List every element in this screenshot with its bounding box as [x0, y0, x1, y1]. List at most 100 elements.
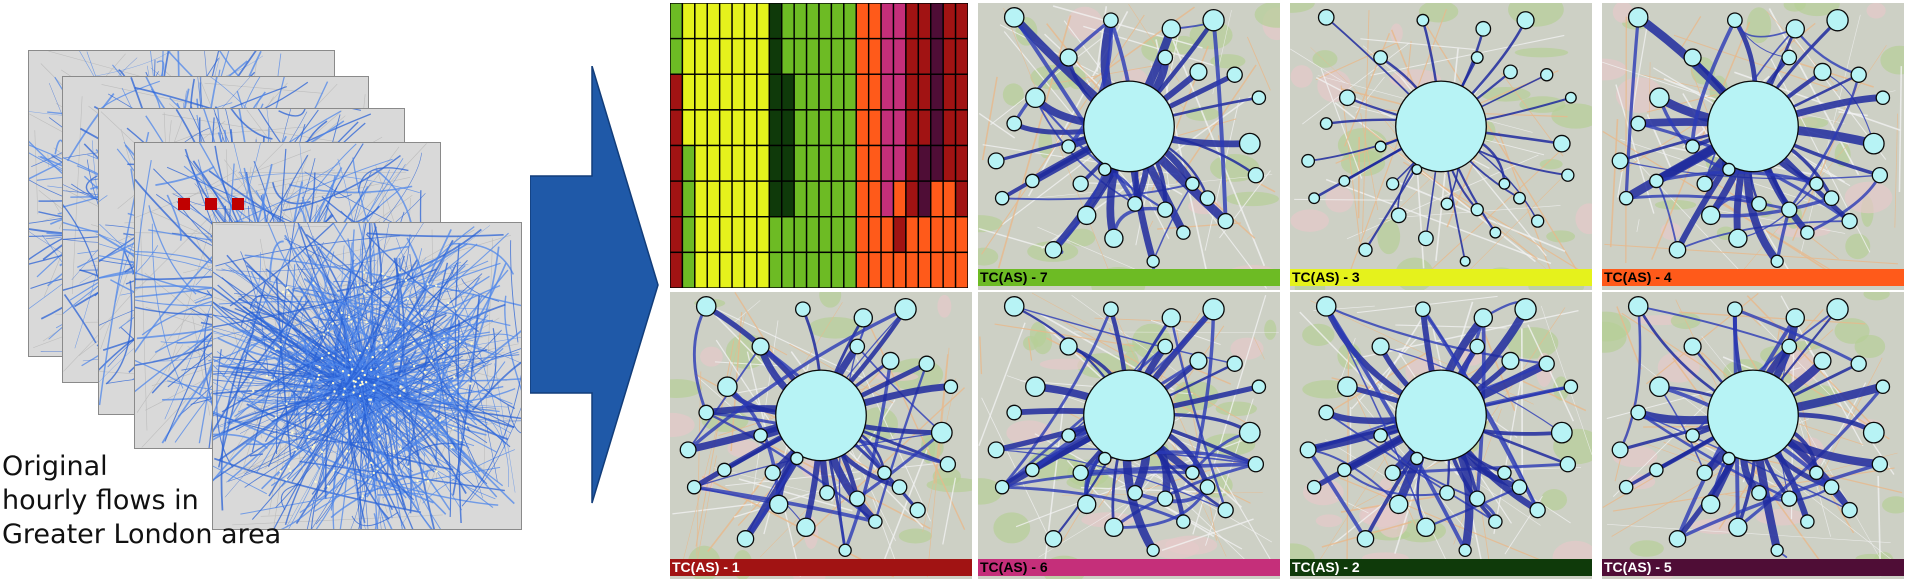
heatmap-cell — [894, 3, 906, 39]
heatmap-cell — [757, 110, 769, 146]
heatmap-cell — [757, 146, 769, 182]
heatmap-cell — [745, 217, 757, 253]
heatmap-cell — [906, 181, 918, 217]
heatmap-cell — [670, 217, 682, 253]
heatmap-cell — [757, 74, 769, 110]
heatmap-cell — [931, 3, 943, 39]
heatmap-cell — [707, 110, 719, 146]
heatmap-cell — [881, 110, 893, 146]
heatmap-cell — [682, 74, 694, 110]
heatmap-cell — [745, 181, 757, 217]
heatmap-cell — [819, 110, 831, 146]
cluster-label-tc7: TC(AS) - 7 — [978, 269, 1280, 286]
heatmap-cell — [707, 39, 719, 75]
heatmap-cell — [720, 110, 732, 146]
heatmap-cell — [819, 3, 831, 39]
heatmap-cell — [794, 110, 806, 146]
heatmap-cell — [745, 39, 757, 75]
heatmap-cell — [869, 110, 881, 146]
heatmap-cell — [844, 110, 856, 146]
transform-arrow-icon — [530, 66, 660, 504]
heatmap-cell — [807, 252, 819, 288]
heatmap-cell — [918, 3, 930, 39]
heatmap-cell — [782, 252, 794, 288]
heatmap-cell — [769, 110, 781, 146]
heatmap-cell — [720, 252, 732, 288]
heatmap-cell — [769, 181, 781, 217]
heatmap-cell — [844, 39, 856, 75]
caption-line-1: Original — [2, 450, 281, 484]
heatmap-cell — [918, 252, 930, 288]
cluster-label-tc4: TC(AS) - 4 — [1602, 269, 1904, 286]
heatmap-cell — [831, 252, 843, 288]
heatmap-cell — [745, 110, 757, 146]
heatmap-cell — [894, 39, 906, 75]
heatmap-cell — [695, 252, 707, 288]
heatmap-cell — [682, 39, 694, 75]
heatmap-cell — [707, 146, 719, 182]
heatmap-cell — [707, 252, 719, 288]
heatmap-cell — [956, 3, 968, 39]
heatmap-cell — [881, 252, 893, 288]
heatmap-cell — [720, 217, 732, 253]
cluster-map-panel-1 — [670, 292, 972, 579]
heatmap-cell — [757, 3, 769, 39]
heatmap-cell — [831, 3, 843, 39]
heatmap-cell — [670, 39, 682, 75]
heatmap-cell — [881, 74, 893, 110]
heatmap-cell — [745, 252, 757, 288]
heatmap-cell — [869, 252, 881, 288]
heatmap-cell — [831, 146, 843, 182]
cluster-map-panel-5 — [1602, 292, 1904, 579]
heatmap-cell — [931, 146, 943, 182]
heatmap-cell — [807, 110, 819, 146]
heatmap-cell — [906, 39, 918, 75]
heatmap-cell — [918, 146, 930, 182]
heatmap-cell — [819, 39, 831, 75]
caption-line-2: hourly flows in — [2, 484, 281, 518]
heatmap-cell — [856, 3, 868, 39]
heatmap-cell — [906, 74, 918, 110]
heatmap-cell — [670, 74, 682, 110]
heatmap-cell — [819, 146, 831, 182]
heatmap-cell — [894, 181, 906, 217]
heatmap-cell — [819, 74, 831, 110]
ellipsis-dot — [232, 198, 244, 210]
heatmap-cell — [881, 217, 893, 253]
heatmap-cell — [707, 217, 719, 253]
heatmap-cell — [906, 252, 918, 288]
heatmap-cell — [757, 252, 769, 288]
heatmap-cell — [943, 146, 955, 182]
heatmap-cell — [707, 181, 719, 217]
heatmap-cell — [782, 146, 794, 182]
cluster-assignment-heatmap — [670, 3, 968, 288]
heatmap-cell — [670, 146, 682, 182]
heatmap-cell — [856, 181, 868, 217]
ellipsis-dot — [205, 198, 217, 210]
heatmap-cell — [720, 74, 732, 110]
heatmap-cell — [881, 3, 893, 39]
heatmap-cell — [931, 74, 943, 110]
heatmap-cell — [782, 110, 794, 146]
heatmap-cell — [844, 217, 856, 253]
heatmap-cell — [682, 3, 694, 39]
caption-line-3: Greater London area — [2, 518, 281, 552]
heatmap-cell — [782, 3, 794, 39]
heatmap-cell — [943, 39, 955, 75]
original-flows-caption: Original hourly flows in Greater London … — [2, 450, 281, 552]
heatmap-cell — [856, 110, 868, 146]
heatmap-cell — [831, 181, 843, 217]
heatmap-cell — [695, 39, 707, 75]
heatmap-cell — [794, 252, 806, 288]
heatmap-cell — [732, 39, 744, 75]
heatmap-cell — [844, 74, 856, 110]
heatmap-cell — [856, 39, 868, 75]
heatmap-cell — [807, 217, 819, 253]
heatmap-cell — [943, 74, 955, 110]
heatmap-cell — [844, 252, 856, 288]
heatmap-cell — [956, 39, 968, 75]
heatmap-cell — [819, 217, 831, 253]
heatmap-cell — [794, 39, 806, 75]
heatmap-cell — [769, 146, 781, 182]
heatmap-cell — [918, 181, 930, 217]
